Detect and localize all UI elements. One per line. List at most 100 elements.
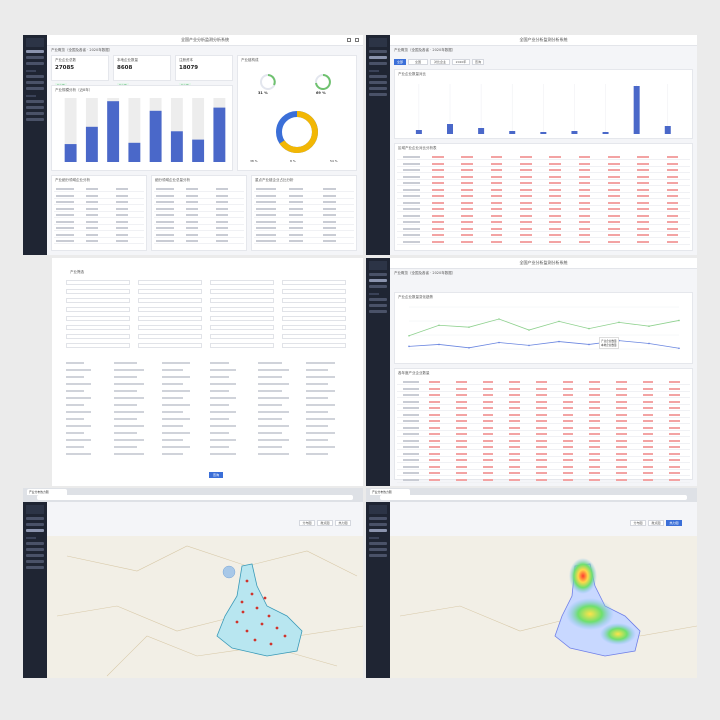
checkbox-option[interactable] [258, 432, 282, 434]
form-field[interactable] [138, 343, 202, 348]
checkbox-option[interactable] [162, 411, 183, 413]
form-field[interactable] [282, 280, 346, 285]
filter-button[interactable]: 全部 [394, 59, 406, 65]
form-field[interactable] [66, 334, 130, 339]
url-bar[interactable] [380, 495, 687, 500]
checkbox-option[interactable] [162, 418, 190, 420]
sidebar-item[interactable] [26, 81, 44, 84]
checkbox-option[interactable] [210, 439, 236, 441]
checkbox-option[interactable] [114, 397, 144, 399]
browser-tab[interactable]: 产业分布热力图 [27, 489, 67, 495]
sidebar-item[interactable] [26, 106, 44, 109]
checkbox-option[interactable] [210, 383, 236, 385]
sidebar-item[interactable] [26, 62, 44, 65]
sidebar-item[interactable] [26, 560, 44, 563]
checkbox-option[interactable] [162, 390, 190, 392]
checkbox-option[interactable] [306, 404, 335, 406]
checkbox-option[interactable] [162, 425, 183, 427]
checkbox-option[interactable] [306, 425, 328, 427]
map-view[interactable] [47, 536, 363, 678]
checkbox-option[interactable] [306, 432, 335, 434]
form-field[interactable] [66, 298, 130, 303]
filter-button[interactable]: 全国 [408, 59, 428, 65]
user-icon[interactable] [355, 38, 359, 42]
checkbox-option[interactable] [66, 439, 91, 441]
form-field[interactable] [210, 280, 274, 285]
checkbox-option[interactable] [114, 432, 137, 434]
form-field[interactable] [282, 289, 346, 294]
sidebar-item[interactable] [26, 118, 44, 121]
sidebar-item[interactable] [26, 50, 44, 53]
sidebar-item[interactable] [26, 75, 44, 78]
checkbox-option[interactable] [114, 453, 144, 455]
checkbox-option[interactable] [162, 432, 190, 434]
sidebar-item[interactable] [369, 529, 387, 532]
checkbox-option[interactable] [162, 439, 183, 441]
checkbox-option[interactable] [162, 446, 190, 448]
checkbox-option[interactable] [66, 425, 91, 427]
form-field[interactable] [282, 334, 346, 339]
form-field[interactable] [138, 298, 202, 303]
checkbox-option[interactable] [258, 390, 282, 392]
form-field[interactable] [66, 325, 130, 330]
sidebar-item[interactable] [369, 523, 387, 526]
form-field[interactable] [210, 343, 274, 348]
checkbox-option[interactable] [66, 390, 84, 392]
checkbox-option[interactable] [162, 453, 183, 455]
sidebar-item[interactable] [26, 529, 44, 532]
form-field[interactable] [282, 316, 346, 321]
checkbox-option[interactable] [114, 362, 137, 364]
sidebar-item[interactable] [369, 50, 387, 53]
checkbox-option[interactable] [210, 376, 229, 378]
checkbox-option[interactable] [114, 411, 144, 413]
view-button[interactable]: 热力图 [666, 520, 682, 526]
view-button[interactable]: 散点图 [317, 520, 333, 526]
checkbox-option[interactable] [162, 383, 183, 385]
checkbox-option[interactable] [306, 418, 335, 420]
checkbox-option[interactable] [162, 404, 190, 406]
form-field[interactable] [138, 325, 202, 330]
fullscreen-icon[interactable] [347, 38, 351, 42]
sidebar-item[interactable] [26, 523, 44, 526]
checkbox-option[interactable] [210, 453, 236, 455]
form-field[interactable] [210, 289, 274, 294]
sidebar-item[interactable] [26, 517, 44, 520]
checkbox-option[interactable] [114, 425, 144, 427]
form-field[interactable] [210, 316, 274, 321]
sidebar-item[interactable] [369, 548, 387, 551]
checkbox-option[interactable] [306, 390, 335, 392]
checkbox-option[interactable] [306, 383, 328, 385]
form-field[interactable] [138, 307, 202, 312]
checkbox-option[interactable] [114, 404, 137, 406]
checkbox-option[interactable] [66, 411, 91, 413]
checkbox-option[interactable] [258, 383, 289, 385]
sidebar-item[interactable] [26, 56, 44, 59]
checkbox-option[interactable] [258, 418, 282, 420]
checkbox-option[interactable] [162, 362, 190, 364]
checkbox-option[interactable] [66, 383, 91, 385]
checkbox-option[interactable] [258, 446, 282, 448]
checkbox-option[interactable] [306, 362, 335, 364]
checkbox-option[interactable] [258, 376, 282, 378]
sidebar-item[interactable] [26, 548, 44, 551]
sidebar-item[interactable] [369, 62, 387, 65]
checkbox-option[interactable] [66, 397, 91, 399]
checkbox-option[interactable] [258, 453, 289, 455]
submit-button[interactable]: 查询 [209, 472, 223, 478]
form-field[interactable] [282, 325, 346, 330]
form-field[interactable] [138, 280, 202, 285]
sidebar-item[interactable] [369, 93, 387, 96]
view-button[interactable]: 散点图 [648, 520, 664, 526]
checkbox-option[interactable] [210, 362, 229, 364]
form-field[interactable] [282, 298, 346, 303]
checkbox-option[interactable] [114, 383, 144, 385]
form-field[interactable] [210, 325, 274, 330]
checkbox-option[interactable] [114, 390, 137, 392]
checkbox-option[interactable] [258, 362, 282, 364]
checkbox-option[interactable] [114, 439, 144, 441]
checkbox-option[interactable] [66, 432, 84, 434]
form-field[interactable] [66, 307, 130, 312]
sidebar-item[interactable] [369, 542, 387, 545]
form-field[interactable] [282, 307, 346, 312]
checkbox-option[interactable] [66, 362, 84, 364]
